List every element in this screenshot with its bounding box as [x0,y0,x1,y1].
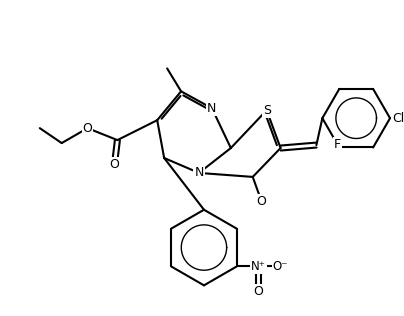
Text: O: O [254,285,263,298]
Text: F: F [334,138,341,151]
Text: O⁻: O⁻ [273,260,288,273]
Text: N: N [207,102,217,115]
Text: S: S [263,104,271,117]
Text: N⁺: N⁺ [251,260,266,273]
Text: N: N [194,167,204,179]
Text: O: O [109,158,119,172]
Text: O: O [257,195,267,208]
Text: Cl: Cl [392,112,404,125]
Text: O: O [83,122,93,135]
